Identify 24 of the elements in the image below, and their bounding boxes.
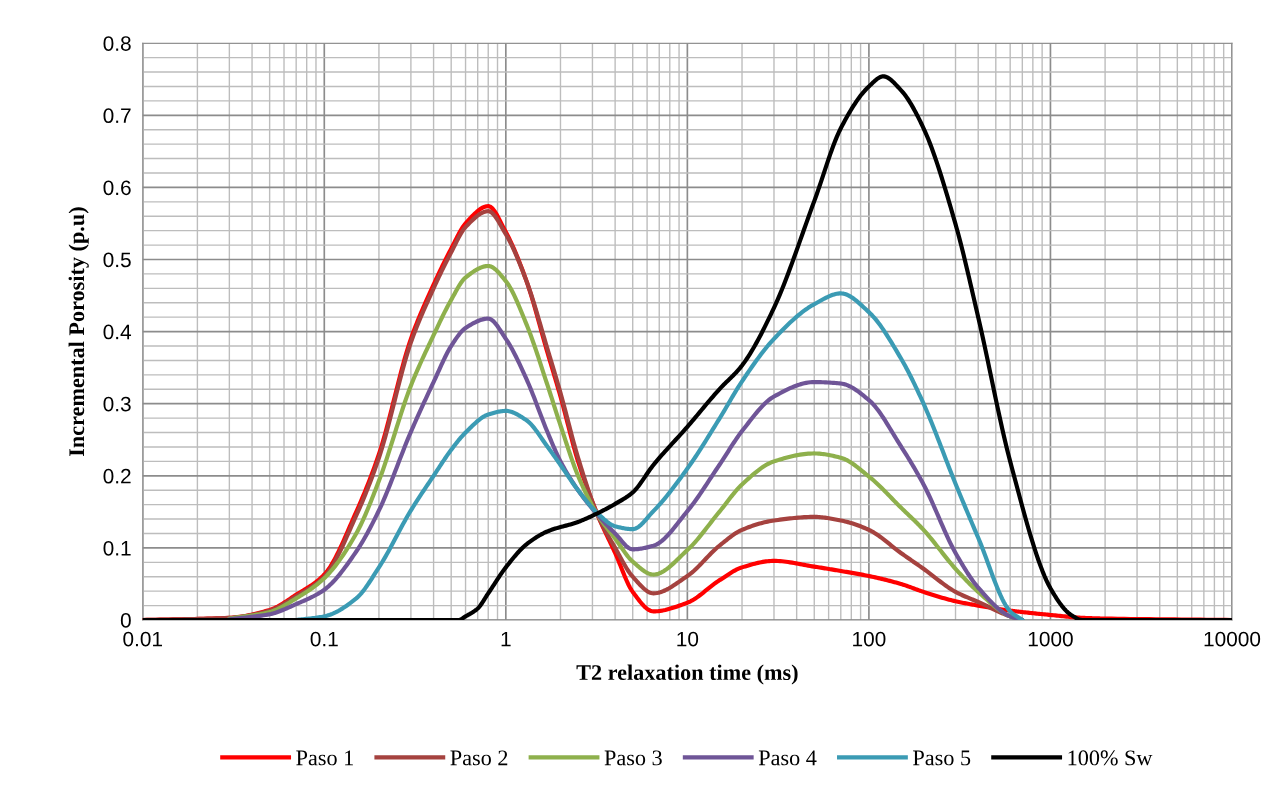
y-tick-label: 0.4 <box>103 324 132 340</box>
y-tick-label: 0 <box>120 613 131 628</box>
y-axis-title: Incremental Porosity (p.u) <box>68 207 89 457</box>
x-tick-label: 10 <box>677 631 699 647</box>
y-tick-label: 0.3 <box>103 396 131 412</box>
legend-label: 100% Sw <box>1068 750 1153 766</box>
x-tick-label: 0.1 <box>310 631 338 647</box>
x-tick-label: 100 <box>853 631 886 647</box>
x-axis-title: T2 relaxation time (ms) <box>576 664 798 685</box>
legend-label: Paso 1 <box>296 750 353 766</box>
x-tick-label: 10000 <box>1204 631 1261 647</box>
y-tick-label: 0.5 <box>103 252 131 268</box>
x-tick-label: 0.01 <box>123 631 163 647</box>
y-tick-label: 0.1 <box>103 540 131 556</box>
legend-label: Paso 4 <box>758 750 817 766</box>
x-tick-label: 1 <box>501 631 511 647</box>
legend-label: Paso 2 <box>450 750 508 766</box>
legend-label: Paso 5 <box>913 750 971 766</box>
y-tick-label: 0.2 <box>103 468 131 484</box>
x-tick-label: 1000 <box>1028 631 1073 647</box>
y-tick-label: 0.7 <box>103 108 131 124</box>
legend-label: Paso 3 <box>604 750 662 766</box>
y-tick-label: 0.6 <box>103 180 131 196</box>
y-tick-label: 0.8 <box>103 36 131 51</box>
